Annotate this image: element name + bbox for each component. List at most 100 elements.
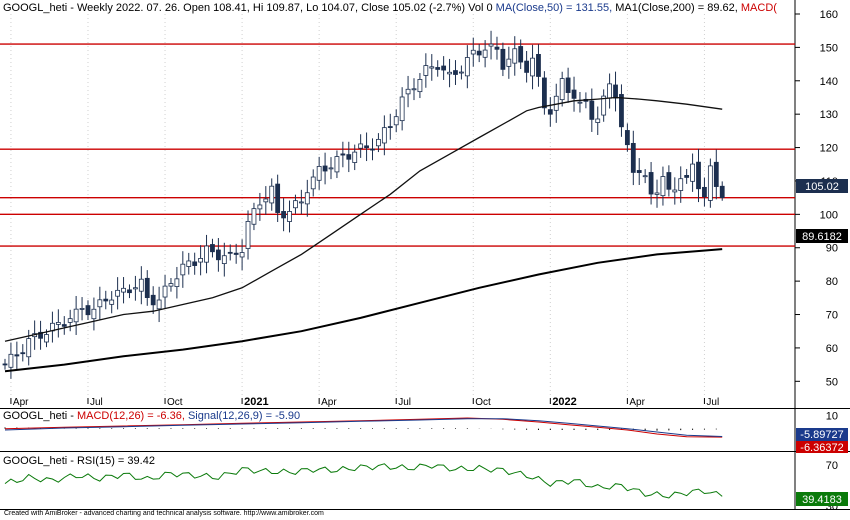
- candle-body: [672, 189, 678, 193]
- signal-badge: -5.89727: [796, 428, 848, 441]
- candle-body: [138, 278, 144, 292]
- candle-body: [482, 49, 488, 58]
- candle-body: [613, 84, 618, 99]
- date-tick-label: Oct: [475, 397, 491, 408]
- candle-body: [447, 71, 452, 75]
- date-tick-label: Apr: [629, 397, 645, 408]
- macd-panel[interactable]: [0, 409, 795, 451]
- close-price-badge: 105.02: [796, 179, 848, 193]
- candle-body: [168, 283, 174, 287]
- candle-body: [304, 192, 310, 205]
- candle-body: [518, 46, 524, 63]
- quote-text: - Weekly 2022. 07. 26. Open 108.41, Hi 1…: [67, 2, 495, 14]
- candle-body: [589, 100, 595, 120]
- candle-body: [180, 263, 186, 276]
- candle-body: [257, 204, 263, 210]
- price-header: GOOGL_heti - Weekly 2022. 07. 26. Open 1…: [3, 2, 777, 14]
- date-tick-label: Jul: [706, 397, 719, 408]
- candle-body: [210, 244, 215, 253]
- candle-body: [441, 65, 447, 71]
- price-tick-label: 70: [826, 310, 838, 322]
- date-tick-label: Apr: [321, 397, 337, 408]
- candle-body: [79, 308, 85, 310]
- macd-symbol: GOOGL_heti: [3, 410, 67, 422]
- candle-body: [150, 294, 156, 306]
- macd-label: MACD(12,26) = -6.36,: [77, 410, 185, 422]
- price-tick-label: 50: [826, 376, 838, 388]
- candle-body: [215, 249, 221, 261]
- date-tick-label: 2021: [244, 396, 268, 408]
- candle-body: [719, 185, 725, 198]
- svg-text:105.02: 105.02: [805, 181, 839, 193]
- candle-body: [103, 298, 109, 302]
- candle-body: [298, 201, 304, 204]
- candle-body: [453, 70, 458, 75]
- candle-body: [192, 261, 198, 266]
- rsi-line: [4, 463, 723, 499]
- svg-text:-5.89727: -5.89727: [800, 429, 843, 441]
- macd-badge: -6.36372: [796, 441, 848, 454]
- price-tick-label: 60: [826, 343, 838, 355]
- candle-body: [55, 322, 61, 325]
- candle-body: [233, 252, 239, 255]
- candle-body: [263, 198, 269, 203]
- candle-body: [435, 67, 441, 70]
- candle-body: [707, 165, 713, 201]
- candle-body: [310, 176, 316, 190]
- candle-body: [275, 183, 281, 213]
- candle-body: [376, 138, 381, 147]
- svg-text:89.6182: 89.6182: [802, 231, 842, 243]
- rsi-header: GOOGL_heti - RSI(15) = 39.42: [3, 455, 155, 467]
- macd-tick-label: 10: [826, 410, 838, 422]
- candle-body: [459, 71, 464, 74]
- candle-body: [512, 48, 518, 64]
- candle-body: [470, 49, 476, 55]
- candle-body: [38, 331, 43, 339]
- ma200-label: MA1(Close,200) = 89.62,: [612, 2, 738, 14]
- candle-body: [370, 148, 375, 151]
- candle-body: [660, 176, 666, 197]
- candle-body: [127, 289, 132, 294]
- rsi-tick-label: 70: [826, 460, 838, 472]
- candle-body: [381, 127, 387, 144]
- price-tick-label: 150: [820, 42, 838, 54]
- symbol: GOOGL_heti: [3, 2, 67, 14]
- date-tick-label: Oct: [167, 397, 183, 408]
- rsi-panel[interactable]: [0, 452, 795, 509]
- candle-body: [393, 116, 399, 126]
- price-tick-label: 100: [820, 209, 838, 221]
- candle-body: [44, 334, 49, 343]
- candle-body: [429, 66, 435, 69]
- candle-body: [322, 165, 328, 172]
- date-tick-label: Jul: [90, 397, 103, 408]
- candle-body: [293, 200, 298, 209]
- candle-body: [97, 299, 103, 308]
- candle-body: [607, 83, 612, 99]
- moving-average-lines: [4, 96, 723, 373]
- candle-body: [346, 154, 352, 160]
- candle-body: [648, 172, 654, 195]
- candle-body: [411, 88, 417, 91]
- candle-body: [536, 53, 541, 77]
- candle-body: [636, 170, 642, 173]
- macd-lines: 10: [4, 410, 838, 438]
- candle-body: [67, 318, 73, 323]
- candle-body: [26, 338, 32, 358]
- candle-body: [162, 285, 168, 298]
- price-tick-label: 120: [820, 143, 838, 155]
- candle-body: [405, 88, 411, 95]
- date-axis: Apr Jul Oct 2021 Apr Jul Oct 2022 Apr Jul: [10, 396, 719, 408]
- price-tick-label: 140: [820, 76, 838, 88]
- candle-body: [352, 151, 358, 163]
- macd-header-label: MACD(: [738, 2, 777, 14]
- date-tick-label: Jul: [398, 397, 411, 408]
- rsi-badge: 39.4183: [796, 492, 848, 506]
- candle-body: [642, 175, 648, 178]
- price-panel[interactable]: [0, 0, 795, 408]
- candle-body: [387, 126, 393, 128]
- candle-body: [198, 258, 204, 263]
- candle-body: [601, 95, 607, 116]
- candle-body: [245, 221, 251, 249]
